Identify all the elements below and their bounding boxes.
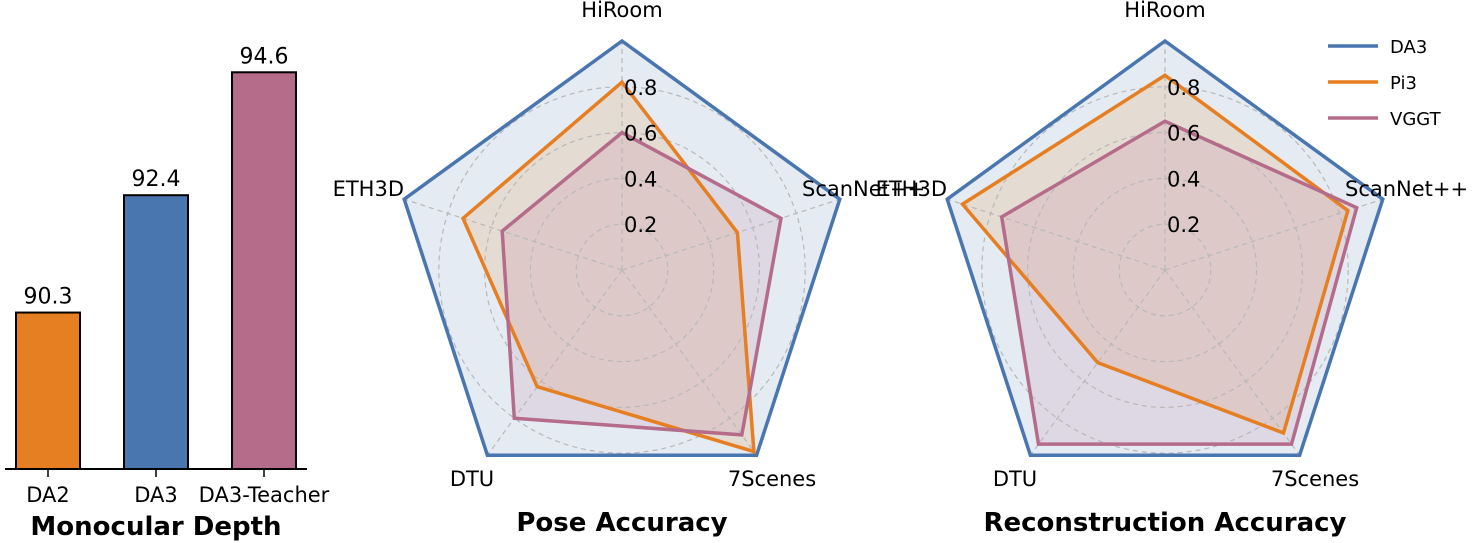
bar-tick-label: DA2 <box>26 483 70 507</box>
radar-spoke <box>1164 269 1301 456</box>
radar-axis-label-eth3d: ETH3D <box>876 177 947 201</box>
bar-da3 <box>123 194 189 470</box>
bar-da2 <box>15 311 81 470</box>
radar-fill-vggt <box>502 132 781 435</box>
legend-label-da3: DA3 <box>1390 37 1427 58</box>
pose-chart-title: Pose Accuracy <box>516 508 727 538</box>
radar-ring-label: 0.8 <box>1167 76 1200 100</box>
radar-grid-ring <box>529 177 715 363</box>
bar-chart-monocular-depth: 90.3 92.4 94.6 DA2 DA3 DA3-Teacher Monocular… <box>5 44 330 542</box>
radar-spoke <box>404 198 623 271</box>
radar-axis-label-dtu: DTU <box>450 467 494 491</box>
bar-value-label: 92.4 <box>132 167 181 192</box>
radar-line-da3 <box>945 38 1385 458</box>
radar-axis-label-dtu: DTU <box>993 467 1037 491</box>
radar-axis-label-7scenes: 7Scenes <box>1271 467 1359 491</box>
radar-ring-label: 0.6 <box>1167 122 1200 146</box>
bar-tick-label: DA3-Teacher <box>199 483 330 507</box>
bar-chart-title: Monocular Depth <box>30 512 281 542</box>
radar-grid-ring <box>1118 223 1212 317</box>
bar-value-label: 94.6 <box>240 44 289 69</box>
radar-line-vggt <box>500 130 783 437</box>
radar-axis-label-scannet: ScanNet++ <box>802 177 925 201</box>
legend-label-pi3: Pi3 <box>1390 73 1417 94</box>
radar-line-vggt <box>999 119 1359 446</box>
bar-tick-labels: DA2 DA3 DA3-Teacher <box>26 469 330 507</box>
bar-value-label: 90.3 <box>24 285 73 310</box>
bar-da3-teacher <box>231 71 297 470</box>
radar-spoke <box>621 198 840 271</box>
radar-chart-pose-accuracy: 0.2 0.4 0.6 0.8 HiRoom ScanNet++ 7Scenes DTU ETH… <box>333 0 926 491</box>
radar-grid-ring <box>1026 132 1303 408</box>
radar-axis-label-hiroom: HiRoom <box>581 0 662 22</box>
radar-axis-label-scannet: ScanNet++ <box>1345 177 1468 201</box>
reconstruction-chart-title: Reconstruction Accuracy <box>983 508 1346 538</box>
radar-fill-pi3 <box>962 75 1348 434</box>
radar-spoke <box>1029 269 1166 456</box>
legend-label-vggt: VGGT <box>1390 109 1442 130</box>
radar-line-pi3 <box>959 73 1350 436</box>
radar-spoke <box>947 198 1166 271</box>
bar-tick-label: DA3 <box>134 483 178 507</box>
radar-ring-label: 0.2 <box>624 213 657 237</box>
radar-spoke <box>486 269 623 456</box>
radar-line-pi3 <box>460 79 756 455</box>
radar-line-da3 <box>402 38 842 458</box>
radar-axis-label-hiroom: HiRoom <box>1124 0 1205 22</box>
radar-ring-label: 0.4 <box>624 167 657 191</box>
radar-ring-label: 0.8 <box>624 76 657 100</box>
radar-axis-label-7scenes: 7Scenes <box>728 467 816 491</box>
radar-grid-ring <box>981 86 1349 454</box>
legend: DA3 Pi3 VGGT <box>1328 37 1442 130</box>
radar-ring-label: 0.6 <box>624 122 657 146</box>
radar-chart-reconstruction-accuracy: 0.2 0.4 0.6 0.8 HiRoom ScanNet++ 7Scenes DTU ETH… <box>876 0 1469 491</box>
bar-layer: 90.3 92.4 94.6 <box>15 44 297 470</box>
radar-ring-label: 0.2 <box>1167 213 1200 237</box>
radar-spoke <box>621 269 758 456</box>
radar-grid-ring <box>575 223 669 317</box>
radar-grid-ring <box>1072 177 1258 363</box>
radar-axis-label-eth3d: ETH3D <box>333 177 404 201</box>
radar-ring-label: 0.4 <box>1167 167 1200 191</box>
radar-fill-pi3 <box>463 82 754 452</box>
radar-grid-ring <box>438 86 806 454</box>
radar-fill-vggt <box>1001 121 1357 445</box>
radar-grid-ring <box>484 132 760 408</box>
